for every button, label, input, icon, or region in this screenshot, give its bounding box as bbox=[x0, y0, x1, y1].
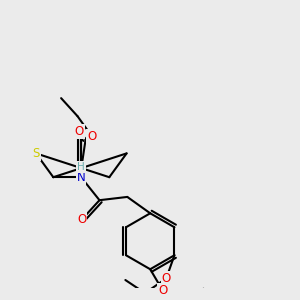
Text: O: O bbox=[158, 284, 167, 297]
Text: O: O bbox=[77, 213, 86, 226]
Text: O: O bbox=[75, 125, 84, 138]
Text: O: O bbox=[162, 272, 171, 285]
Text: N: N bbox=[77, 171, 85, 184]
Text: O: O bbox=[87, 130, 97, 143]
Text: H: H bbox=[77, 162, 85, 172]
Text: S: S bbox=[32, 147, 40, 160]
